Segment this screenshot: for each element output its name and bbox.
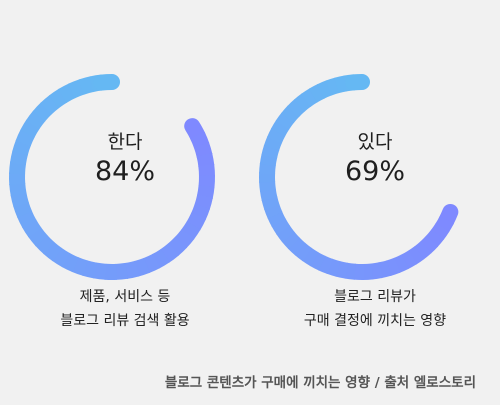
- gauge-arc-segment: [40, 94, 60, 115]
- gauge-arc-segment: [71, 256, 88, 276]
- gauge-arc-segment: [287, 99, 306, 118]
- gauge-chart-1: [258, 74, 459, 280]
- gauge-arc-segment: [35, 234, 55, 255]
- gauge-arc-segment: [335, 261, 349, 279]
- gauge-arc-segment: [301, 247, 319, 267]
- gauge-arc-segment: [17, 210, 37, 229]
- gauge-arc-segment: [115, 262, 129, 280]
- gauge-arc-segment: [186, 212, 206, 231]
- caption-line-1: 제품, 서비스 등: [79, 289, 171, 305]
- gauge-arc-segment: [309, 251, 326, 271]
- gauge-arc-segment: [275, 112, 295, 130]
- gauge-arc-segment: [48, 88, 68, 109]
- gauge-arc-segment: [344, 262, 356, 280]
- gauge-arc-segment: [160, 243, 179, 263]
- gauge-arc-segment: [317, 255, 333, 275]
- gauge-label: 있다: [357, 131, 393, 153]
- gauge-arc-segment: [21, 219, 42, 238]
- gauge-arc-segment: [420, 235, 439, 254]
- caption-line-2: 구매 결정에 끼치는 영향: [303, 313, 447, 329]
- gauge-arc-segment: [430, 222, 450, 241]
- gauge-arc-segment: [261, 196, 280, 210]
- gauge-arc-segment: [308, 83, 325, 103]
- gauge-arc-segment: [393, 254, 409, 274]
- gauge-arc-segment: [325, 77, 340, 96]
- gauge-arc-segment: [10, 192, 29, 208]
- gauge-arc-segment: [264, 203, 283, 219]
- gauge-caption: 제품, 서비스 등 블로그 리뷰 검색 활용: [0, 285, 250, 333]
- gauge-arc-segment: [267, 211, 286, 227]
- caption-line-1: 블로그 리뷰가: [334, 289, 416, 305]
- gauge-card-left: 한다 84% 제품, 서비스 등 블로그 리뷰 검색 활용: [0, 0, 250, 345]
- gauge-caption: 블로그 리뷰가 구매 결정에 끼치는 영향: [250, 285, 500, 333]
- gauge-arc-segment: [378, 260, 392, 279]
- gauge-card-right: 있다 69% 블로그 리뷰가 구매 결정에 끼치는 영향: [250, 0, 500, 345]
- gauge-arc-segment: [32, 102, 53, 122]
- gauge-chart-0: [9, 73, 215, 280]
- gauge-arc-segment: [435, 216, 454, 233]
- gauge-arc-segment: [400, 250, 417, 270]
- gauge-arc-segment: [61, 252, 79, 273]
- gauge-arc-segment: [180, 221, 201, 240]
- gauge-arc-segment: [167, 236, 188, 257]
- gauge-arc-segment: [362, 263, 374, 280]
- gauge-value: 84%: [94, 156, 155, 187]
- gauge-value: 69%: [344, 156, 405, 187]
- gauge-arc-segment: [25, 110, 46, 130]
- gauge-arc-segment: [301, 88, 318, 107]
- gauge-arc-segment: [287, 237, 306, 256]
- gauge-arc-segment: [271, 218, 291, 235]
- gauge-arc-segment: [407, 246, 425, 265]
- gauge-arc-segment: [317, 80, 333, 99]
- gauge-arc-segment: [385, 257, 401, 276]
- gauge-arc-segment: [58, 83, 76, 103]
- gauge-arc-segment: [281, 105, 300, 124]
- gauge-arc-segment: [276, 225, 295, 243]
- gauge-arc-segment: [151, 248, 170, 269]
- gauge-arc-segment: [93, 262, 107, 280]
- gauge-label: 한다: [107, 131, 143, 153]
- gauge-arc-segment: [438, 203, 459, 229]
- gauge-arc-segment: [196, 185, 215, 199]
- gauge-arc-segment: [281, 231, 301, 250]
- caption-line-2: 블로그 리뷰 검색 활용: [60, 313, 190, 329]
- gauge-arc-segment: [294, 242, 313, 262]
- gauge-arc-segment: [51, 247, 71, 268]
- gauge-arc-segment: [68, 79, 85, 99]
- gauge-arc-segment: [413, 241, 432, 260]
- gauge-arc-segment: [93, 73, 120, 91]
- gauge-arc-segment: [28, 227, 48, 247]
- gauge-arc-segment: [326, 258, 341, 277]
- gauge-arc-segment: [82, 260, 98, 279]
- gauge-arc-segment: [370, 262, 383, 280]
- gauge-arc-segment: [13, 201, 33, 218]
- gauge-arc-segment: [43, 241, 63, 262]
- gauge-arc-segment: [78, 76, 95, 95]
- gauge-arc-segment: [124, 260, 140, 279]
- gauge-arc-segment: [425, 229, 445, 248]
- gauge-arc-segment: [143, 253, 161, 274]
- gauge-arc-segment: [194, 194, 213, 210]
- gauge-arc-segment: [259, 188, 278, 202]
- source-note: 블로그 콘텐츠가 구매에 끼치는 영향 / 출처 엘로스토리: [164, 375, 476, 391]
- gauge-arc-segment: [174, 229, 195, 249]
- gauge-arc-segment: [133, 257, 150, 277]
- gauge-arc-segment: [293, 93, 312, 112]
- gauge-arc-segment: [334, 75, 348, 94]
- gauge-arc-segment: [190, 203, 210, 221]
